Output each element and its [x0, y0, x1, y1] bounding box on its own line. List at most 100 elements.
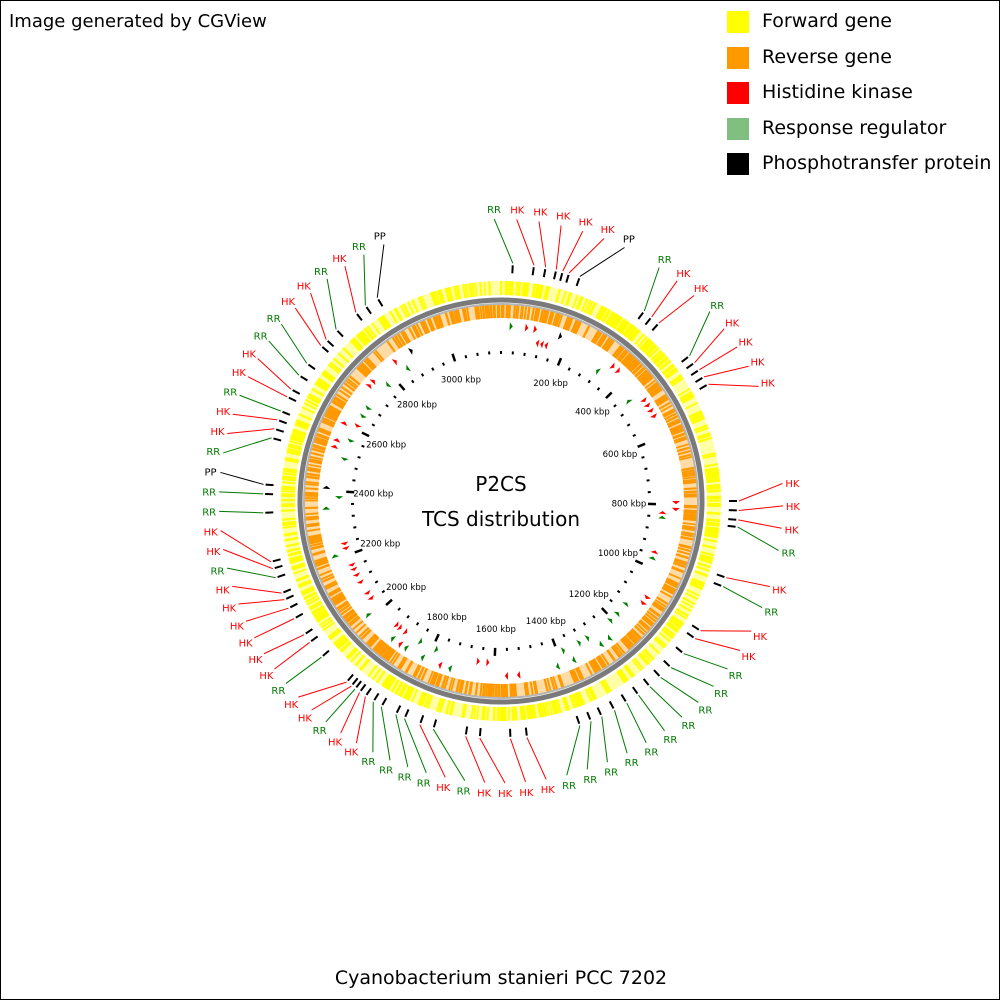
feature-arrow-pp: [322, 486, 330, 489]
callout-label-rr: RR: [313, 726, 327, 737]
feature-arrow-hk: [402, 628, 407, 634]
callout-label-rr: RR: [206, 447, 220, 458]
callout-label-hk: HK: [676, 269, 691, 280]
callout-label-hk: HK: [297, 282, 312, 293]
callout-line-rr: [227, 568, 276, 578]
callout-label-rr: RR: [644, 747, 658, 758]
callout-label-rr: RR: [729, 671, 743, 682]
feature-marker: [480, 728, 481, 736]
callout-label-hk: HK: [498, 789, 513, 800]
callout-label-hk: HK: [519, 788, 534, 799]
callout-line-hk: [227, 429, 274, 434]
tick-label: 1000 kbp: [598, 549, 638, 559]
feature-marker: [638, 313, 643, 319]
feature-marker: [587, 712, 590, 719]
forward-gene-track-gene: [282, 482, 296, 483]
feature-arrow-rr: [600, 641, 605, 648]
feature-arrow-rr: [418, 638, 423, 645]
callout-label-rr: RR: [681, 721, 695, 732]
callout-label-hk: HK: [239, 639, 254, 650]
callout-line-hk: [341, 692, 360, 733]
callout-line-hk: [232, 586, 281, 593]
callout-line-hk: [356, 697, 365, 744]
reverse-gene-track-gene: [487, 304, 488, 318]
forward-gene-track-gene: [707, 488, 721, 489]
feature-marker: [293, 390, 300, 394]
callout-line-hk: [312, 686, 352, 710]
reverse-gene-track-gene: [304, 488, 318, 489]
minor-tick: [407, 616, 409, 618]
feature-marker: [652, 324, 657, 330]
minor-tick: [369, 571, 372, 572]
minor-tick: [621, 414, 623, 416]
callout-label-rr: RR: [267, 314, 281, 325]
minor-tick: [617, 591, 619, 593]
feature-arrow-rr: [335, 496, 343, 499]
reverse-gene-track-gene: [483, 683, 484, 697]
callout-label-hk: HK: [742, 652, 757, 663]
feature-arrow-rr: [572, 656, 577, 663]
feature-arrow-hk: [369, 380, 375, 385]
minor-tick: [630, 571, 633, 572]
callout-line-hk: [221, 531, 271, 562]
forward-gene-track-gene: [706, 477, 720, 479]
callout-label-hk: HK: [533, 208, 548, 219]
minor-tick: [448, 639, 449, 642]
feature-arrow-hk: [644, 402, 651, 407]
feature-marker: [337, 331, 343, 337]
feature-arrow-hk: [353, 572, 360, 576]
minor-tick: [398, 608, 400, 610]
callout-label-hk: HK: [579, 218, 594, 229]
reverse-gene-track-gene: [684, 488, 698, 489]
forward-gene-track-gene: [512, 281, 513, 295]
feature-arrow-rr: [509, 322, 512, 330]
callout-label-hk: HK: [216, 407, 231, 418]
center-subtitle: TCS distribution: [421, 507, 580, 531]
minor-tick: [563, 634, 564, 637]
reverse-gene-track-gene: [684, 512, 698, 513]
callout-label-hk: HK: [222, 604, 237, 615]
feature-arrow-rr: [434, 645, 438, 652]
callout-label-rr: RR: [782, 548, 796, 559]
feature-arrow-rr: [347, 438, 354, 442]
minor-tick: [584, 623, 586, 625]
callout-line-hk: [246, 608, 289, 621]
callout-line-rr: [223, 438, 271, 453]
forward-gene-track-gene: [706, 481, 720, 482]
feature-marker: [700, 385, 707, 389]
callout-label-hk: HK: [541, 785, 556, 796]
callout-label-rr: RR: [271, 686, 285, 697]
feature-marker: [278, 574, 286, 577]
feature-marker: [560, 273, 562, 281]
feature-arrow-hk: [536, 340, 540, 348]
callout-label-rr: RR: [562, 781, 576, 792]
reverse-gene-track-gene: [478, 305, 480, 319]
minor-tick: [362, 446, 365, 447]
feature-arrow-hk: [348, 562, 355, 566]
feature-arrow-hk: [525, 324, 529, 332]
feature-marker: [286, 596, 293, 599]
callout-label-rr: RR: [764, 607, 778, 618]
feature-marker: [645, 318, 650, 324]
forward-gene-track-gene: [509, 707, 510, 721]
minor-tick: [614, 405, 616, 407]
feature-marker: [382, 698, 386, 705]
feature-arrow-pp: [558, 332, 562, 340]
minor-tick: [569, 368, 570, 371]
feature-arrow-hk: [350, 567, 357, 571]
callout-label-rr: RR: [379, 765, 393, 776]
feature-arrow-hk: [367, 595, 373, 600]
minor-tick: [432, 368, 433, 371]
callout-label-hk: HK: [694, 284, 709, 295]
callout-label-hk: HK: [786, 502, 801, 513]
callout-line-rr: [433, 729, 464, 780]
feature-arrow-hk: [644, 594, 651, 599]
feature-marker: [691, 371, 698, 375]
feature-marker: [290, 604, 297, 608]
feature-arrow-hk: [340, 422, 347, 427]
callout-line-hk: [420, 725, 445, 778]
minor-tick: [466, 355, 467, 358]
feature-arrow-rr: [622, 602, 628, 607]
major-tick: [386, 600, 392, 605]
